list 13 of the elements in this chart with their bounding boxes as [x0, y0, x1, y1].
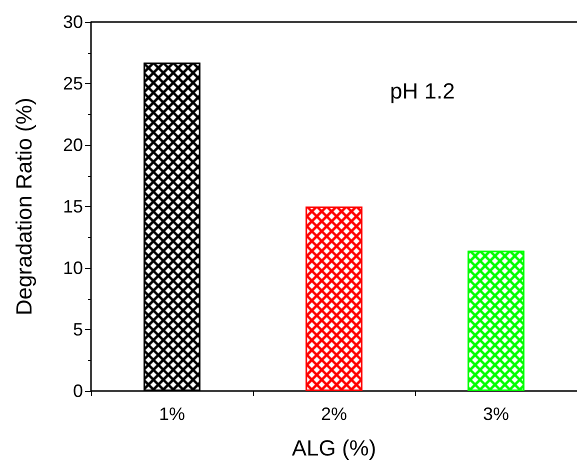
x-tick-label: 1%: [158, 404, 186, 424]
x-axis-title: ALG (%): [292, 436, 376, 460]
x-tick-label: 3%: [482, 404, 510, 424]
y-tick-label: 0: [72, 381, 83, 401]
y-tick-label: 30: [62, 12, 83, 32]
y-tick-label: 10: [62, 258, 83, 278]
y-tick-label: 25: [62, 74, 83, 94]
y-tick-label: 20: [62, 135, 83, 155]
x-tick-label: 2%: [320, 404, 348, 424]
y-axis-title: Degradation Ratio (%): [12, 98, 36, 316]
y-tick-label: 5: [72, 320, 83, 340]
annotation: pH 1.2: [390, 78, 455, 104]
y-tick-label: 15: [62, 196, 83, 216]
